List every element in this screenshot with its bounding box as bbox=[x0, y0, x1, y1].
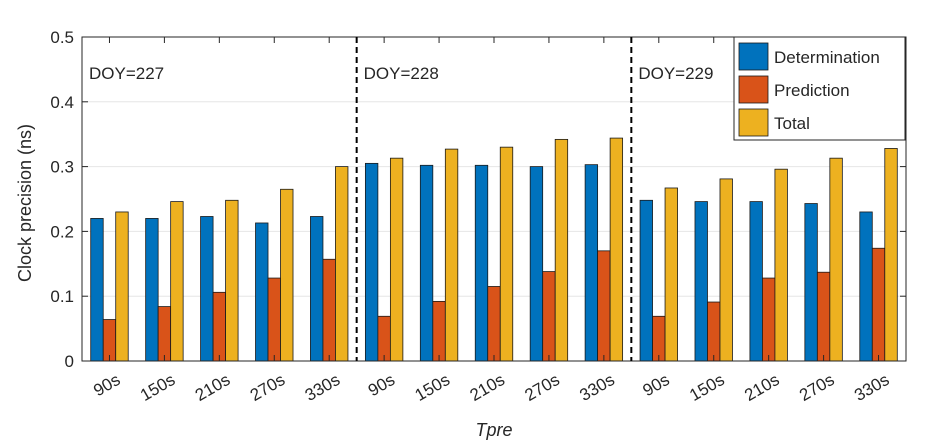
x-tick-label: 270s bbox=[796, 370, 837, 405]
bar bbox=[335, 166, 349, 362]
bar bbox=[90, 218, 104, 362]
bar bbox=[102, 319, 117, 362]
bar bbox=[364, 162, 379, 362]
x-tick-label: 270s bbox=[247, 370, 288, 405]
legend-entry: Determination bbox=[774, 48, 880, 67]
y-tick-label: 0.1 bbox=[50, 287, 74, 306]
group-label: DOY=229 bbox=[638, 64, 713, 83]
bar bbox=[859, 211, 873, 362]
bar bbox=[115, 211, 129, 362]
bar bbox=[609, 137, 624, 362]
bar bbox=[170, 201, 184, 362]
bar bbox=[871, 247, 886, 362]
annotations: DOY=227 DOY=228 DOY=229 bbox=[89, 37, 713, 361]
y-tick-label: 0.3 bbox=[50, 158, 74, 177]
x-tick-label: 330s bbox=[851, 370, 892, 405]
bar bbox=[707, 301, 721, 362]
bar bbox=[389, 157, 404, 362]
bar bbox=[157, 306, 172, 362]
bar bbox=[762, 277, 776, 362]
y-tick-label: 0.2 bbox=[50, 222, 74, 241]
bar bbox=[597, 250, 611, 362]
bar bbox=[377, 315, 391, 362]
y-tick-label: 0.5 bbox=[50, 28, 74, 47]
group-label: DOY=228 bbox=[364, 64, 439, 83]
bar bbox=[432, 300, 446, 362]
bar bbox=[212, 291, 226, 362]
y-axis-label: Clock precision (ns) bbox=[15, 124, 35, 282]
bars bbox=[90, 137, 898, 362]
x-tick-label: 150s bbox=[137, 370, 178, 405]
bar bbox=[694, 201, 708, 362]
x-axis-label: Tpre bbox=[475, 420, 512, 440]
legend: Determination Prediction Total bbox=[733, 36, 906, 141]
x-tick-label: 90s bbox=[640, 370, 673, 400]
bar bbox=[529, 166, 544, 362]
bar bbox=[280, 188, 294, 362]
x-tick-label: 210s bbox=[192, 370, 233, 405]
bar bbox=[652, 315, 666, 362]
x-tick-label: 210s bbox=[741, 370, 782, 405]
x-tick-label: 210s bbox=[467, 370, 508, 405]
bar bbox=[774, 168, 788, 362]
bar bbox=[267, 277, 281, 362]
bar bbox=[816, 271, 831, 362]
x-tick-label: 330s bbox=[576, 370, 617, 405]
x-tick-label: 150s bbox=[686, 370, 727, 405]
legend-entry: Total bbox=[774, 114, 810, 133]
y-tick-label: 0 bbox=[65, 352, 74, 371]
bar bbox=[804, 203, 818, 362]
bar bbox=[225, 199, 239, 362]
legend-swatch bbox=[738, 42, 769, 71]
bar bbox=[719, 178, 733, 362]
x-tick-label: 90s bbox=[90, 370, 123, 400]
bar bbox=[322, 258, 336, 362]
legend-swatch bbox=[738, 108, 769, 137]
x-tick-label: 150s bbox=[412, 370, 453, 405]
bar bbox=[664, 187, 678, 362]
bar bbox=[542, 271, 556, 362]
bar bbox=[419, 164, 434, 362]
bar bbox=[554, 138, 569, 362]
bar bbox=[474, 164, 489, 362]
bar bbox=[200, 216, 214, 362]
bar bbox=[829, 157, 843, 362]
bar bbox=[444, 148, 459, 362]
bar bbox=[499, 146, 514, 362]
bar bbox=[584, 164, 599, 362]
bar bbox=[884, 148, 898, 362]
bar bbox=[487, 286, 501, 362]
x-tick-label: 270s bbox=[521, 370, 562, 405]
bar bbox=[145, 218, 159, 362]
y-tick-label: 0.4 bbox=[50, 93, 74, 112]
bar bbox=[310, 216, 324, 362]
bar bbox=[255, 222, 269, 362]
x-tick-label: 90s bbox=[365, 370, 398, 400]
bar bbox=[749, 201, 763, 362]
axes-box bbox=[81, 36, 907, 362]
x-tick-label: 330s bbox=[302, 370, 343, 405]
legend-swatch bbox=[738, 75, 769, 104]
group-label: DOY=227 bbox=[89, 64, 164, 83]
legend-entry: Prediction bbox=[774, 81, 850, 100]
bar bbox=[639, 199, 653, 362]
